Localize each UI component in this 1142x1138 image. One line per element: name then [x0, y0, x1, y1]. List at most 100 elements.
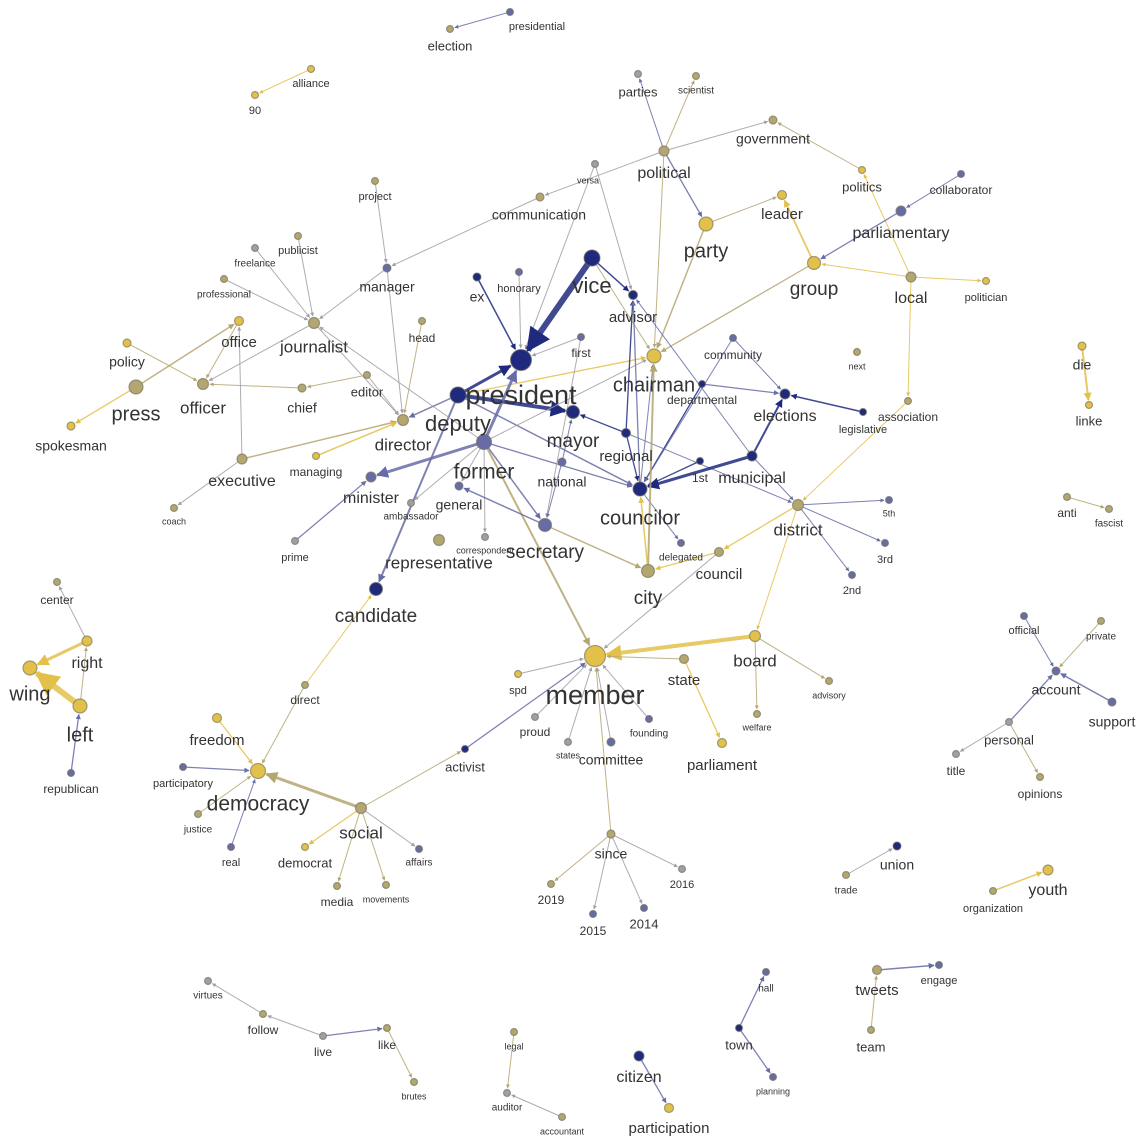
edge [639, 364, 655, 490]
edge [457, 393, 567, 417]
node-label: 3rd [877, 554, 893, 566]
node-label: scientist [678, 86, 714, 97]
edge [545, 336, 582, 518]
node-label: community [704, 348, 762, 362]
node-label: leader [761, 206, 803, 223]
node-label: journalist [279, 337, 348, 356]
node [606, 829, 616, 839]
node-label: founding [630, 729, 668, 740]
node-label: ex [470, 289, 485, 305]
edge [638, 1055, 667, 1104]
edge [639, 488, 679, 540]
node-label: hall [758, 984, 774, 995]
node [1062, 492, 1072, 502]
edge [483, 441, 591, 647]
node-label: support [1089, 714, 1136, 730]
node [250, 90, 260, 100]
node [678, 653, 690, 665]
node [563, 737, 573, 747]
node-label: linke [1076, 413, 1103, 428]
node-label: coach [162, 516, 186, 526]
edge [319, 267, 388, 320]
edge [602, 664, 650, 720]
edge [211, 983, 264, 1015]
edge [1059, 620, 1102, 668]
node [627, 289, 639, 301]
edge [376, 440, 485, 478]
node-label: virtues [193, 991, 222, 1002]
edge [992, 871, 1043, 892]
edge [594, 667, 612, 835]
edge [511, 1094, 563, 1118]
edge [910, 276, 982, 283]
node-label: association [878, 410, 938, 424]
node-label: advisor [609, 309, 657, 326]
edge [636, 299, 753, 457]
node [588, 909, 598, 919]
edge [319, 326, 485, 443]
edge [483, 359, 647, 443]
edge [738, 976, 765, 1029]
node [698, 216, 714, 232]
edge [647, 363, 658, 572]
node [640, 563, 656, 579]
node-label: anti [1057, 506, 1076, 520]
node-label: movements [363, 894, 410, 904]
node-label: general [436, 497, 483, 513]
node [1077, 341, 1087, 351]
node-label: 2015 [580, 924, 607, 938]
node [509, 348, 533, 372]
node [697, 379, 707, 389]
node-label: state [668, 672, 701, 689]
node [658, 145, 670, 157]
edge [265, 772, 362, 810]
node-label: municipal [718, 470, 786, 487]
node-label: collaborator [930, 183, 993, 197]
edge [656, 223, 707, 349]
node-label: real [222, 857, 240, 869]
node [66, 421, 76, 431]
node-label: government [736, 131, 810, 147]
node [300, 680, 310, 690]
edge [705, 196, 777, 225]
edge [546, 461, 563, 518]
node [297, 383, 307, 393]
edge [610, 833, 643, 904]
node-label: opinions [1018, 787, 1063, 801]
node-label: 2014 [630, 916, 659, 931]
node-label: national [537, 474, 586, 490]
node [472, 272, 482, 282]
edge [663, 150, 703, 218]
nodes: presidential election alliance 90 parties sci… [8, 7, 1136, 1137]
edge [591, 257, 650, 350]
node [52, 577, 62, 587]
node-label: alliance [292, 78, 329, 90]
node [72, 698, 88, 714]
node-label: vice [572, 273, 611, 298]
edge [209, 382, 303, 389]
node [475, 433, 493, 451]
node-label: legislative [839, 424, 887, 436]
node-label: politics [842, 179, 882, 194]
node [871, 964, 883, 976]
edge [313, 322, 399, 416]
node [502, 1088, 512, 1098]
node-label: states [556, 750, 581, 760]
node-label: private [1086, 632, 1116, 643]
edge [322, 1026, 383, 1037]
node [382, 263, 392, 273]
edge [294, 480, 367, 542]
node [746, 450, 758, 462]
node [576, 332, 586, 342]
node [537, 517, 553, 533]
edge [259, 68, 312, 94]
edge [34, 670, 82, 709]
node [362, 370, 372, 380]
node [513, 669, 523, 679]
edge [457, 364, 512, 397]
node-label: secretary [506, 542, 585, 563]
edge [754, 635, 759, 710]
node [66, 768, 76, 778]
node [169, 503, 179, 513]
edge [544, 150, 665, 196]
